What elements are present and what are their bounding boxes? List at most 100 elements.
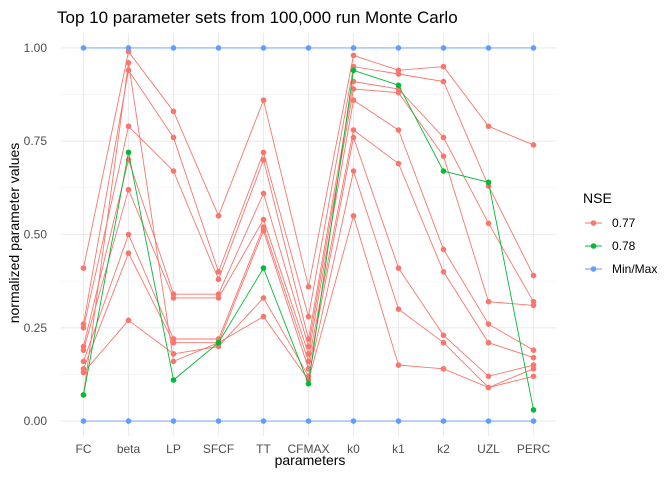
data-point <box>170 377 177 383</box>
y-tick-label: 0.00 <box>24 414 48 428</box>
data-point <box>395 418 402 424</box>
series-run-1 <box>80 48 537 290</box>
data-point <box>125 418 132 424</box>
data-point <box>80 418 87 424</box>
data-point <box>530 354 537 361</box>
legend-entry: 0.78 <box>585 239 636 253</box>
data-point <box>395 265 402 271</box>
data-point <box>305 380 312 387</box>
series-max <box>80 45 537 51</box>
data-point <box>215 45 222 51</box>
data-point <box>80 392 87 398</box>
x-tick-label: LP <box>166 442 181 456</box>
data-point <box>530 407 537 413</box>
data-point <box>125 186 132 193</box>
data-point <box>125 123 132 130</box>
x-tick-label: TT <box>256 442 271 456</box>
x-tick-label: beta <box>117 442 141 456</box>
data-point <box>530 45 537 51</box>
legend-key-point <box>590 220 597 226</box>
y-axis-ticks: 0.00 0.25 0.50 0.75 1.00 <box>24 41 48 428</box>
data-point <box>440 134 447 141</box>
data-point <box>530 302 537 309</box>
data-point <box>215 418 222 424</box>
data-point <box>485 339 492 346</box>
data-point <box>125 60 132 66</box>
data-point <box>305 283 312 290</box>
data-point <box>125 45 132 51</box>
data-point <box>260 265 267 271</box>
data-point <box>530 142 537 148</box>
data-point <box>485 45 492 51</box>
data-point <box>170 351 177 357</box>
data-point <box>440 418 447 424</box>
data-point <box>305 45 312 51</box>
data-point <box>350 86 357 92</box>
data-point <box>215 276 222 283</box>
data-point <box>440 78 447 85</box>
chart-title: Top 10 parameter sets from 100,000 run M… <box>57 8 458 27</box>
x-tick-label: k1 <box>392 442 405 456</box>
plot-area: 0.00 0.25 0.50 0.75 1.00 FC beta LP SFCF TT CFMAX k… <box>24 33 556 456</box>
data-point <box>215 269 222 275</box>
data-point <box>260 227 267 234</box>
legend-label: 0.78 <box>612 239 636 253</box>
data-point <box>80 324 87 331</box>
data-point <box>260 295 267 301</box>
data-point <box>395 45 402 51</box>
data-point <box>80 358 87 365</box>
y-tick-label: 1.00 <box>24 41 48 55</box>
data-point <box>80 265 87 271</box>
data-point <box>440 366 447 372</box>
legend-key-point <box>590 266 597 272</box>
data-point <box>170 45 177 51</box>
data-point <box>125 250 132 256</box>
data-point <box>125 149 132 156</box>
x-axis-title: parameters <box>275 452 346 468</box>
x-tick-label: FC <box>76 442 92 456</box>
data-point <box>170 358 177 365</box>
x-axis-ticks: FC beta LP SFCF TT CFMAX k0 k1 k2 UZL PERC <box>76 442 551 456</box>
data-point <box>170 168 177 174</box>
data-point <box>485 179 492 186</box>
data-point <box>350 97 357 103</box>
data-point <box>125 317 132 324</box>
legend-key-point <box>590 243 597 249</box>
y-tick-label: 0.50 <box>24 228 48 242</box>
data-point <box>170 134 177 141</box>
data-point <box>440 269 447 275</box>
data-point <box>350 168 357 174</box>
data-point <box>170 339 177 346</box>
data-point <box>395 127 402 133</box>
data-point <box>260 45 267 51</box>
data-point <box>485 418 492 424</box>
data-point <box>485 220 492 227</box>
data-point <box>440 332 447 339</box>
data-point <box>530 272 537 279</box>
data-point <box>350 52 357 59</box>
major-gridlines <box>61 33 556 436</box>
data-point <box>350 134 357 141</box>
data-point <box>530 418 537 424</box>
legend-label: 0.77 <box>612 216 636 230</box>
data-point <box>80 369 87 376</box>
data-point <box>170 418 177 424</box>
data-point <box>215 295 222 301</box>
data-point <box>305 418 312 424</box>
data-point <box>395 89 402 96</box>
data-point <box>530 347 537 353</box>
x-tick-label: k0 <box>347 442 360 456</box>
data-point <box>395 306 402 312</box>
legend-entry: 0.77 <box>585 216 636 230</box>
series-run-10 <box>80 67 537 413</box>
data-point <box>440 168 447 174</box>
data-point <box>260 216 267 223</box>
legend-title: NSE <box>583 190 612 206</box>
x-tick-label: k2 <box>437 442 450 456</box>
x-tick-label: PERC <box>517 442 551 456</box>
data-point <box>260 157 267 163</box>
data-point <box>350 67 357 74</box>
data-point <box>485 123 492 130</box>
data-point <box>215 213 222 219</box>
